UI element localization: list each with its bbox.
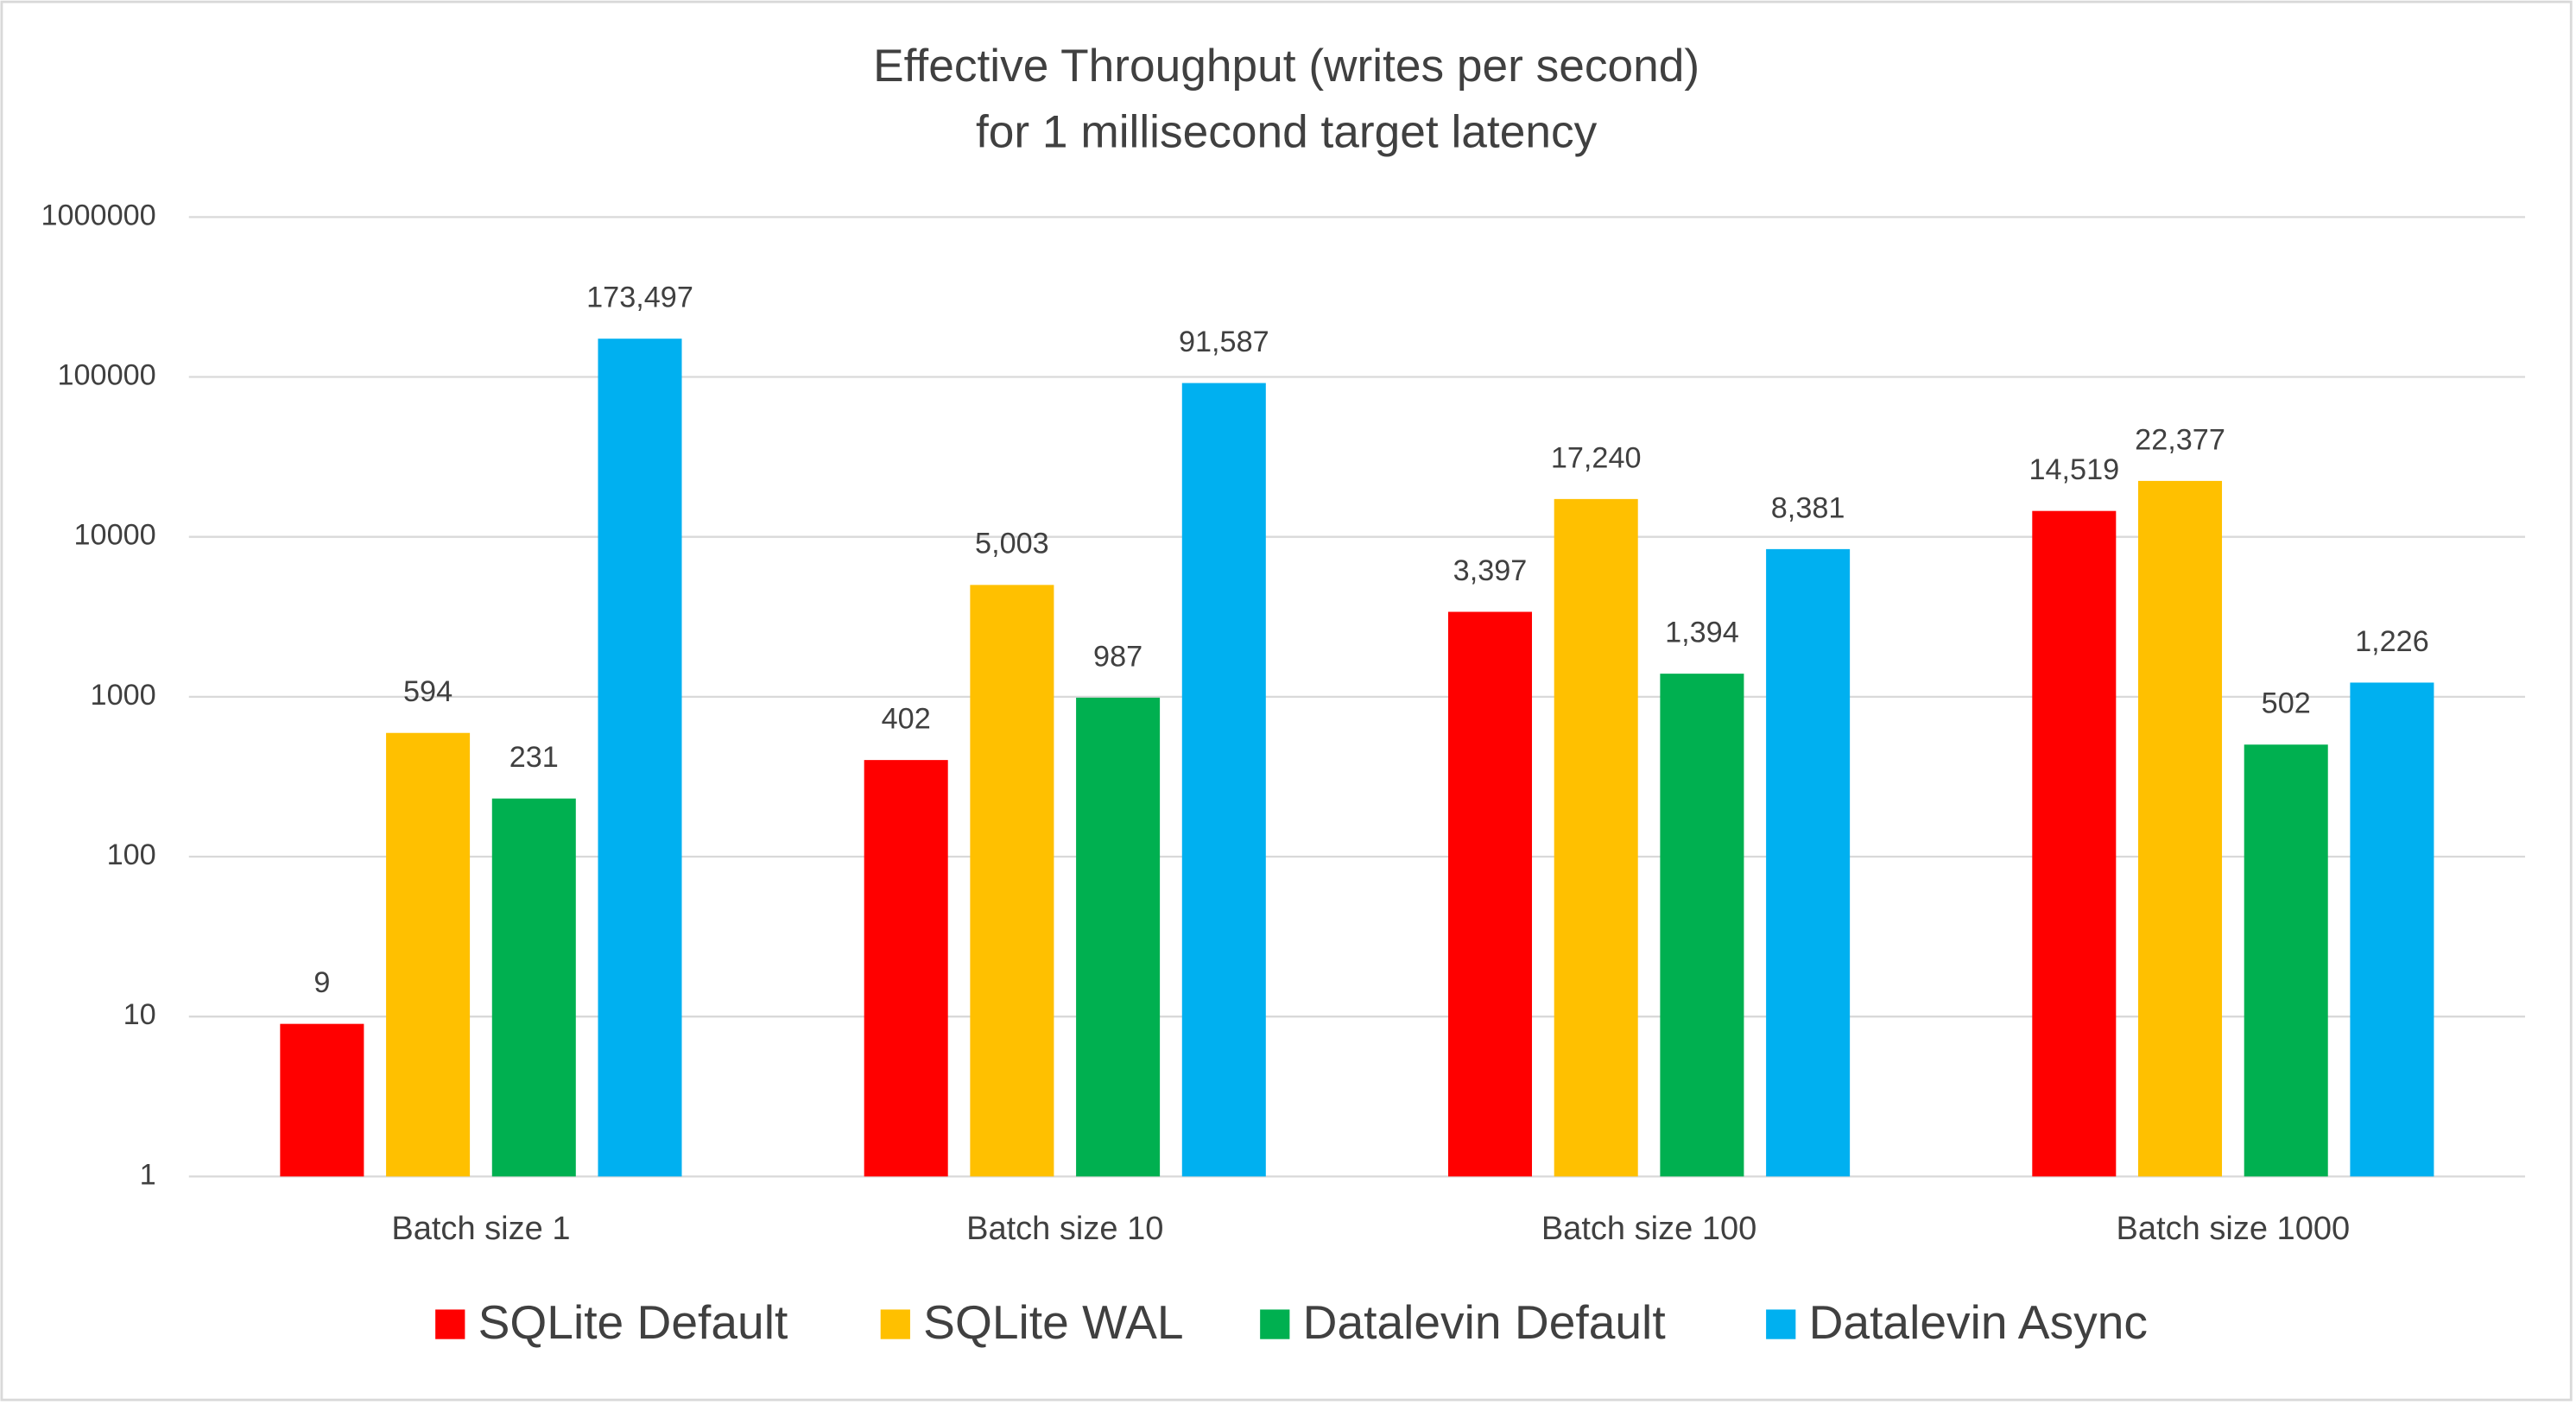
chart-title: Effective Throughput (writes per second) — [873, 41, 1699, 92]
data-label: 14,519 — [2029, 453, 2119, 486]
data-label: 594 — [403, 675, 453, 708]
data-label: 987 — [1093, 640, 1142, 673]
bar — [970, 585, 1054, 1177]
bar — [491, 798, 576, 1177]
legend-label: Datalevin Async — [1809, 1295, 2148, 1349]
bar — [864, 760, 948, 1177]
bar — [2138, 480, 2223, 1177]
data-label: 1,394 — [1665, 617, 1739, 649]
y-tick-label: 10 — [123, 998, 156, 1031]
bar — [1766, 548, 1851, 1177]
bar — [598, 339, 682, 1177]
data-label: 3,397 — [1453, 554, 1528, 587]
x-tick-label: Batch size 100 — [1541, 1211, 1756, 1247]
data-label: 9 — [313, 966, 330, 999]
data-label: 22,377 — [2135, 423, 2225, 456]
x-tick-label: Batch size 1 — [391, 1211, 570, 1247]
bar — [1660, 674, 1744, 1177]
data-label: 1,226 — [2355, 625, 2429, 658]
bar — [1554, 498, 1638, 1177]
legend-swatch — [1260, 1309, 1290, 1339]
y-tick-label: 100 — [107, 839, 156, 871]
legend-swatch — [880, 1309, 910, 1339]
bar — [2244, 744, 2328, 1177]
data-label: 8,381 — [1771, 491, 1845, 524]
bar — [2032, 510, 2117, 1177]
x-tick-label: Batch size 10 — [966, 1211, 1163, 1247]
data-label: 17,240 — [1551, 441, 1642, 474]
bar — [2350, 682, 2434, 1177]
y-tick-label: 10000 — [74, 519, 156, 552]
legend-swatch — [1766, 1309, 1796, 1339]
y-tick-label: 100000 — [57, 359, 155, 392]
data-label: 5,003 — [975, 528, 1049, 560]
legend-swatch — [435, 1309, 465, 1339]
legend-label: SQLite WAL — [923, 1295, 1183, 1349]
data-label: 502 — [2262, 687, 2311, 720]
data-label: 402 — [882, 703, 931, 736]
bar — [1181, 383, 1266, 1177]
bar — [386, 732, 471, 1177]
bar — [280, 1023, 364, 1177]
y-tick-label: 1000 — [91, 679, 156, 712]
data-label: 231 — [510, 741, 559, 774]
data-label: 173,497 — [586, 282, 693, 314]
chart-subtitle: for 1 millisecond target latency — [976, 106, 1598, 157]
legend-label: SQLite Default — [478, 1295, 788, 1349]
legend-label: Datalevin Default — [1303, 1295, 1666, 1349]
data-label: 91,587 — [1179, 326, 1269, 358]
y-tick-label: 1 — [140, 1158, 156, 1191]
bar — [1447, 611, 1533, 1177]
x-tick-label: Batch size 1000 — [2117, 1211, 2351, 1247]
y-tick-label: 1000000 — [41, 199, 155, 231]
bar — [1076, 697, 1161, 1177]
